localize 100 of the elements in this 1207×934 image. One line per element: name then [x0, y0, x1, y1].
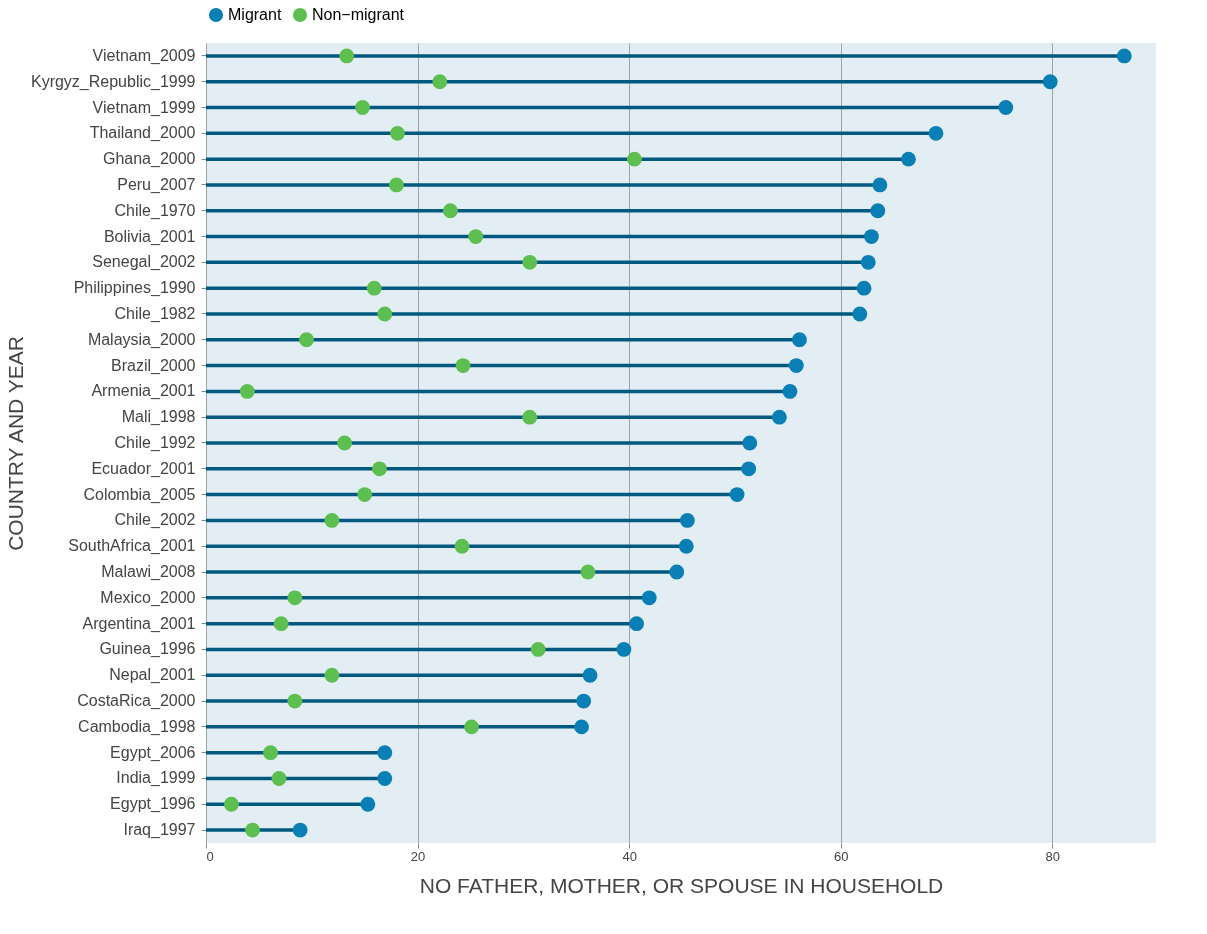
- y-tick-label: Malawi_2008: [101, 563, 196, 582]
- point: [357, 487, 373, 503]
- point: [377, 306, 393, 322]
- y-tick-label: India_1999: [116, 769, 196, 788]
- y-tick-label: Bolivia_2001: [103, 227, 196, 246]
- y-tick-label: Colombia_2005: [83, 485, 196, 504]
- legend-label: Non−migrant: [312, 6, 405, 23]
- x-tick-label: 40: [622, 848, 637, 864]
- point: [355, 100, 370, 115]
- point: [522, 409, 538, 425]
- point: [771, 409, 787, 425]
- point: [337, 435, 352, 451]
- point: [864, 229, 879, 244]
- y-tick-label: Chile_2002: [114, 511, 196, 530]
- y-tick-label: Egypt_1996: [110, 795, 196, 814]
- point: [616, 642, 632, 657]
- point: [669, 564, 685, 580]
- point: [1116, 48, 1132, 64]
- y-tick-label: Mexico_2000: [100, 588, 196, 607]
- point: [263, 745, 278, 761]
- y-tick-label: Egypt_2006: [110, 743, 196, 762]
- point: [455, 358, 471, 373]
- x-tick-label: 60: [834, 848, 849, 864]
- point: [324, 513, 340, 528]
- legend-label: Migrant: [228, 6, 282, 23]
- point: [292, 822, 308, 838]
- point: [860, 254, 876, 270]
- y-tick-label: Iraq_1997: [123, 821, 196, 840]
- point: [360, 796, 376, 812]
- point: [678, 538, 694, 554]
- y-tick-label: Philippines_1990: [73, 279, 196, 298]
- point: [287, 693, 303, 709]
- point: [998, 100, 1014, 115]
- point: [366, 280, 382, 296]
- point: [782, 383, 798, 399]
- point: [627, 151, 642, 167]
- x-tick-label: 80: [1045, 848, 1061, 864]
- y-tick-label: Chile_1970: [114, 201, 196, 220]
- point: [928, 125, 944, 141]
- point: [389, 177, 404, 193]
- y-tick-label: Brazil_2000: [111, 356, 196, 375]
- x-tick-label: 20: [410, 848, 426, 864]
- point: [729, 487, 745, 503]
- point: [574, 719, 589, 735]
- point: [464, 719, 479, 735]
- point: [870, 203, 886, 219]
- point: [901, 151, 916, 167]
- y-tick-label: Mali_1998: [121, 408, 196, 427]
- point: [324, 667, 340, 683]
- x-axis-title: NO FATHER, MOTHER, OR SPOUSE IN HOUSEHOLD: [419, 873, 944, 897]
- y-tick-label: Armenia_2001: [91, 382, 196, 401]
- y-tick-label: Vietnam_1999: [92, 98, 196, 117]
- y-tick-label: Argentina_2001: [82, 614, 196, 633]
- point: [442, 203, 458, 219]
- point: [454, 538, 470, 554]
- point: [223, 796, 239, 812]
- y-tick-label: CostaRica_2000: [77, 692, 196, 711]
- point: [245, 822, 260, 838]
- point: [852, 306, 868, 322]
- point: [856, 280, 872, 296]
- point: [299, 332, 314, 348]
- y-tick-label: Malaysia_2000: [87, 330, 196, 349]
- point: [679, 513, 695, 528]
- y-tick-label: Ecuador_2001: [91, 459, 196, 478]
- point: [582, 667, 598, 683]
- point: [530, 642, 546, 657]
- y-axis-title: COUNTRY AND YEAR: [3, 336, 27, 551]
- y-tick-label: SouthAfrica_2001: [68, 537, 196, 556]
- point: [788, 358, 804, 373]
- point: [741, 461, 757, 477]
- point: [372, 461, 387, 477]
- y-tick-label: Senegal_2002: [92, 253, 196, 272]
- y-tick-label: Guinea_1996: [99, 640, 196, 659]
- y-tick-label: Chile_1982: [114, 304, 196, 323]
- point: [271, 771, 287, 786]
- y-tick-label: Cambodia_1998: [78, 717, 196, 736]
- y-tick-label: Nepal_2001: [109, 666, 196, 685]
- point: [287, 590, 303, 606]
- y-tick-label: Ghana_2000: [102, 150, 196, 169]
- y-tick-label: Chile_1992: [114, 434, 196, 452]
- x-tick-label: 0: [206, 848, 214, 864]
- point: [339, 48, 355, 64]
- point: [576, 693, 592, 709]
- point: [468, 229, 484, 244]
- point: [629, 616, 644, 632]
- point: [580, 564, 596, 580]
- point: [872, 177, 888, 193]
- point: [239, 383, 255, 399]
- point: [390, 125, 405, 141]
- point: [1042, 74, 1058, 90]
- point: [377, 771, 393, 786]
- y-tick-label: Peru_2007: [117, 175, 196, 194]
- point: [273, 616, 289, 632]
- point: [641, 590, 657, 606]
- y-tick-label: Thailand_2000: [89, 124, 196, 143]
- point: [377, 745, 393, 761]
- point: [792, 332, 807, 348]
- y-tick-label: Kyrgyz_Republic_1999: [30, 72, 196, 91]
- point: [742, 435, 758, 451]
- point: [522, 254, 538, 270]
